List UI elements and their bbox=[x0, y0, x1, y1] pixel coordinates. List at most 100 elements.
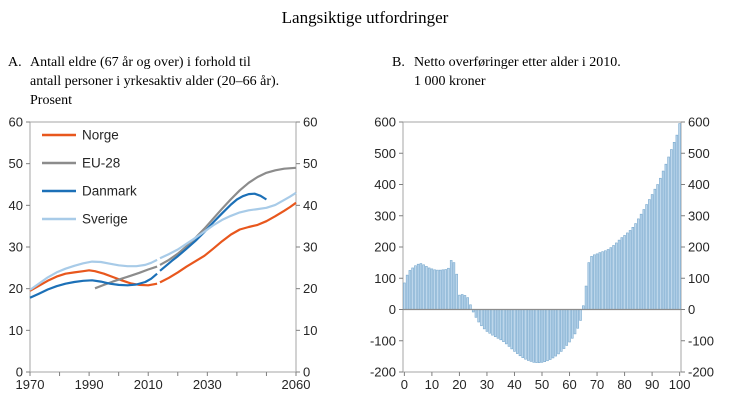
x-tick-label: 90 bbox=[645, 377, 659, 392]
panel-a-heading-line-1: Antall eldre (67 år og over) i forhold t… bbox=[30, 55, 251, 70]
bar-age-3 bbox=[411, 267, 414, 310]
plot-frame bbox=[29, 121, 297, 373]
bar-age-85 bbox=[637, 218, 640, 310]
legend-label-danmark: Danmark bbox=[82, 184, 137, 199]
bar-age-31 bbox=[488, 309, 491, 334]
bar-age-93 bbox=[659, 177, 662, 310]
bar-age-0 bbox=[403, 282, 406, 310]
y-tick-label-left: 40 bbox=[9, 198, 23, 213]
y-tick-label-left: 100 bbox=[374, 271, 396, 286]
bar-age-39 bbox=[510, 309, 513, 350]
bar-age-5 bbox=[416, 263, 420, 310]
x-tick-label: 40 bbox=[507, 377, 521, 392]
bar-age-48 bbox=[535, 309, 538, 363]
bar-age-30 bbox=[485, 309, 489, 332]
bar-age-55 bbox=[554, 309, 558, 357]
x-tick-label: 60 bbox=[562, 377, 576, 392]
bar-age-13 bbox=[438, 269, 442, 310]
panel-b-label: B. bbox=[392, 55, 405, 70]
bar-age-90 bbox=[650, 194, 654, 310]
bar-age-50 bbox=[540, 309, 544, 363]
y-tick-label-left: 60 bbox=[9, 115, 23, 130]
bar-age-4 bbox=[414, 265, 417, 310]
bar-age-66 bbox=[584, 285, 588, 310]
bar-age-99 bbox=[675, 134, 679, 310]
bar-age-38 bbox=[507, 309, 511, 347]
panel-b-heading: B. Netto overføringer etter alder i 2010… bbox=[392, 53, 722, 91]
bar-age-24 bbox=[469, 304, 472, 310]
x-tick-label: 2060 bbox=[282, 377, 311, 392]
bar-age-89 bbox=[648, 199, 651, 310]
y-tick-label-right: 300 bbox=[688, 208, 710, 223]
legend: Norge EU-28 Danmark Sverige bbox=[42, 128, 137, 227]
bar-age-53 bbox=[549, 309, 552, 360]
bar-age-22 bbox=[463, 295, 467, 310]
bar-age-27 bbox=[477, 309, 480, 323]
panel-b-heading-line-1: Netto overføringer etter alder i 2010. bbox=[414, 55, 621, 70]
bar-age-51 bbox=[543, 309, 547, 362]
bar-age-97 bbox=[670, 149, 673, 310]
y-tick-label-right: 500 bbox=[688, 146, 710, 161]
bar-age-10 bbox=[430, 268, 434, 310]
bar-age-64 bbox=[579, 309, 582, 321]
y-tick-label-right: -200 bbox=[688, 365, 714, 380]
bar-age-47 bbox=[532, 309, 535, 363]
y-tick-label-right: 600 bbox=[688, 115, 710, 130]
panel-a-heading: A. Antall eldre (67 år og over) i forhol… bbox=[8, 53, 360, 110]
y-tick-label-left: -100 bbox=[370, 333, 396, 348]
bar-age-78 bbox=[617, 239, 621, 310]
legend-label-norge: Norge bbox=[82, 128, 119, 143]
y-tick-label-right: 0 bbox=[303, 365, 310, 380]
series-line-danmark bbox=[159, 192, 267, 272]
bar-age-86 bbox=[639, 213, 643, 310]
bar-age-57 bbox=[560, 309, 563, 352]
y-tick-label-left: 300 bbox=[374, 208, 396, 223]
bar-age-20 bbox=[458, 294, 461, 310]
figure-title: Langsiktige utfordringer bbox=[281, 8, 449, 27]
bar-age-35 bbox=[499, 309, 502, 341]
y-tick-label-left: 600 bbox=[374, 115, 396, 130]
bar-age-52 bbox=[546, 309, 549, 362]
y-tick-label-left: 10 bbox=[9, 323, 23, 338]
bar-age-18 bbox=[452, 262, 456, 310]
bar-age-45 bbox=[526, 309, 530, 361]
x-tick-label: 2010 bbox=[134, 377, 163, 392]
bar-age-29 bbox=[482, 309, 486, 330]
bar-age-41 bbox=[515, 309, 519, 354]
x-tick-label: 1990 bbox=[75, 377, 104, 392]
x-tick-label: 0 bbox=[401, 377, 408, 392]
panel-a-heading-line-3: Prosent bbox=[30, 93, 72, 108]
bar-age-28 bbox=[480, 309, 483, 327]
bar-age-98 bbox=[672, 142, 676, 310]
bar-age-43 bbox=[521, 309, 524, 358]
bar-age-63 bbox=[576, 309, 580, 329]
bar-age-80 bbox=[623, 235, 626, 310]
bar-age-91 bbox=[653, 188, 657, 310]
series-line-sverige bbox=[29, 258, 158, 291]
bar-age-61 bbox=[571, 309, 574, 339]
bar-age-11 bbox=[433, 269, 436, 310]
y-tick-label-right: 60 bbox=[303, 115, 317, 130]
bar-age-19 bbox=[455, 273, 458, 310]
bar-age-26 bbox=[474, 309, 478, 318]
bar-age-84 bbox=[634, 223, 637, 310]
bar-age-100 bbox=[678, 123, 681, 310]
panel-a-label: A. bbox=[8, 55, 22, 70]
x-tick-label: 80 bbox=[617, 377, 631, 392]
series-line-eu-28 bbox=[94, 265, 158, 290]
bar-age-59 bbox=[565, 309, 569, 346]
bar-age-74 bbox=[606, 249, 610, 310]
y-tick-label-right: 10 bbox=[303, 323, 317, 338]
legend-label-eu-28: EU-28 bbox=[82, 156, 120, 171]
bar-age-17 bbox=[449, 260, 453, 310]
y-tick-label-left: 400 bbox=[374, 177, 396, 192]
y-tick-label-right: 20 bbox=[303, 281, 317, 296]
bar-age-21 bbox=[460, 294, 464, 310]
y-tick-label-right: 100 bbox=[688, 271, 710, 286]
bar-age-37 bbox=[504, 309, 508, 345]
bar-age-67 bbox=[587, 262, 591, 310]
bar-age-92 bbox=[656, 184, 659, 310]
